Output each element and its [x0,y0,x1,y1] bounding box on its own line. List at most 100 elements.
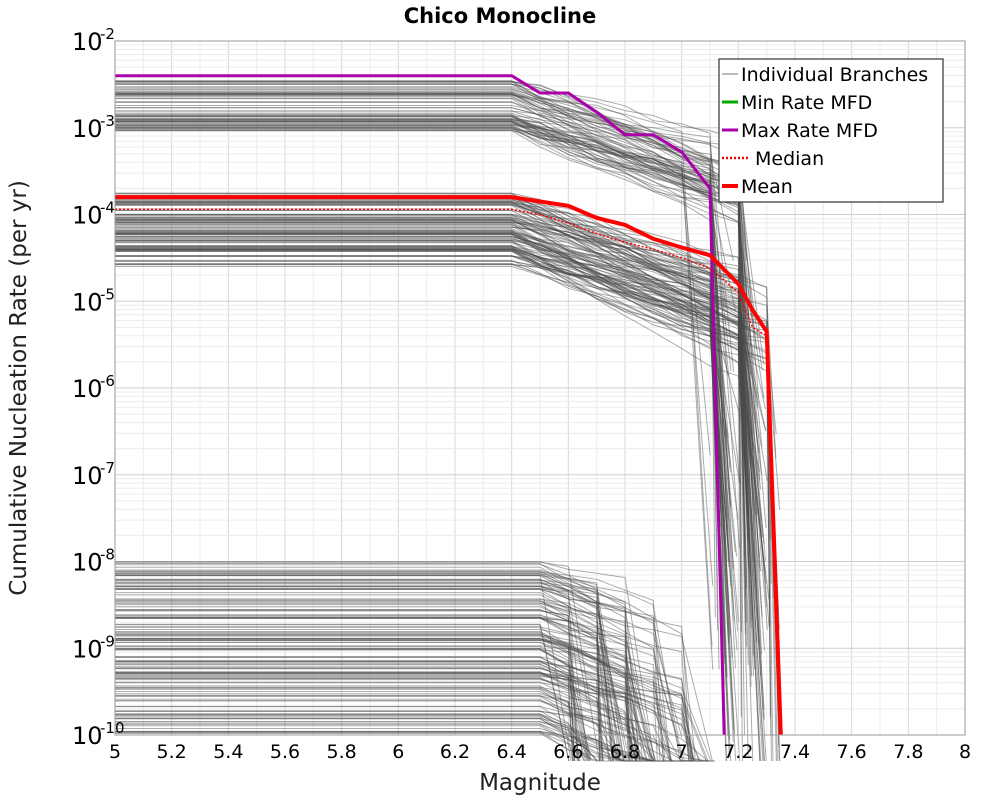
branch-line [115,614,614,762]
branch-line [115,713,659,762]
branch-line [115,731,715,762]
y-tick-exponent: -9 [100,632,115,650]
branch-line [115,234,756,515]
branch-line [115,600,618,762]
branch-line [115,83,713,647]
branch-line [115,196,736,735]
branch-line [115,706,592,762]
branch-line [115,241,767,432]
branch-line [115,646,620,762]
y-tick-base: 10 [72,288,103,316]
branch-line [115,219,771,494]
branch-line [115,102,722,593]
branch-line [115,641,633,762]
branch-line [115,232,780,746]
branch-line [115,195,752,628]
branch-line [115,200,732,587]
branch-line [115,648,690,762]
branch-line [115,639,665,762]
y-axis-label: Cumulative Nucleation Rate (per yr) [6,180,32,596]
branch-line [115,238,775,599]
x-tick-label: 5.4 [213,741,243,763]
branch-line [115,675,655,762]
y-tick-exponent: -5 [100,285,115,303]
y-tick-base: 10 [72,375,103,403]
x-tick-label: 6.2 [440,741,470,763]
branch-line [115,225,727,762]
branch-line [115,246,726,664]
branch-line [115,239,760,557]
branch-line [115,624,570,762]
branch-line [115,574,572,762]
branch-line [115,604,624,762]
branch-line [115,733,715,762]
branch-line [115,571,614,762]
branch-line [115,615,602,762]
branch-line [115,682,671,762]
branch-line [115,626,654,762]
series-max-rate-mfd [115,74,726,736]
legend-entry-mean: Mean [722,176,793,198]
branch-line [115,594,644,762]
branch-line [115,214,740,484]
legend-entry-median: Median [722,148,824,170]
branch-line [115,639,629,762]
branch-line [115,693,581,762]
legend-label-min-rate: Min Rate MFD [741,92,872,114]
branch-line [115,124,724,424]
y-tick-exponent: -7 [100,459,115,477]
branch-line [115,638,603,762]
branch-line [115,239,732,762]
summary-series [115,74,783,736]
y-tick-label: 10-8 [72,546,115,577]
branch-line [115,238,771,626]
branch-line [115,250,739,520]
branch-line [115,230,762,490]
branch-line [115,717,669,762]
branch-line [115,250,774,762]
x-tick-label: 5.6 [270,741,300,763]
y-tick-base: 10 [72,549,103,577]
series-mean [115,195,783,736]
branch-line [115,685,704,762]
branch-line [115,249,761,472]
branch-line [115,598,683,738]
y-tick-label: 10-6 [72,372,115,403]
branch-line [115,600,652,762]
branch-line [115,240,730,758]
branch-line [115,125,732,508]
branch-line [115,660,672,762]
branch-line [115,662,648,762]
branch-line [115,671,636,762]
branch-line [115,641,690,762]
branch-line [115,678,695,762]
branch-line [115,115,729,533]
branch-line [115,125,741,484]
y-tick-label: 10-2 [72,25,115,56]
x-tick-label: 5 [109,741,121,763]
branch-line [115,198,764,538]
branch-line [115,215,739,632]
legend-label-mean: Mean [741,176,793,198]
branch-line [115,83,721,615]
branch-line [115,202,762,474]
branch-line [115,218,772,541]
branch-line [115,226,758,515]
branch-line [115,561,655,762]
branch-line [115,219,730,568]
branch-line [115,672,709,762]
y-tick-label: 10-3 [72,112,115,143]
branch-line [115,210,764,718]
branch-line [115,573,679,737]
branch-line [115,235,777,435]
branch-line [115,203,739,622]
chart-title: Chico Monocline [404,4,597,28]
y-tick-label: 10-10 [72,719,125,750]
branch-line [115,617,641,762]
branch-line [115,95,714,587]
branch-line [115,679,612,762]
legend-label-branches: Individual Branches [741,64,928,86]
branch-line [115,586,579,762]
